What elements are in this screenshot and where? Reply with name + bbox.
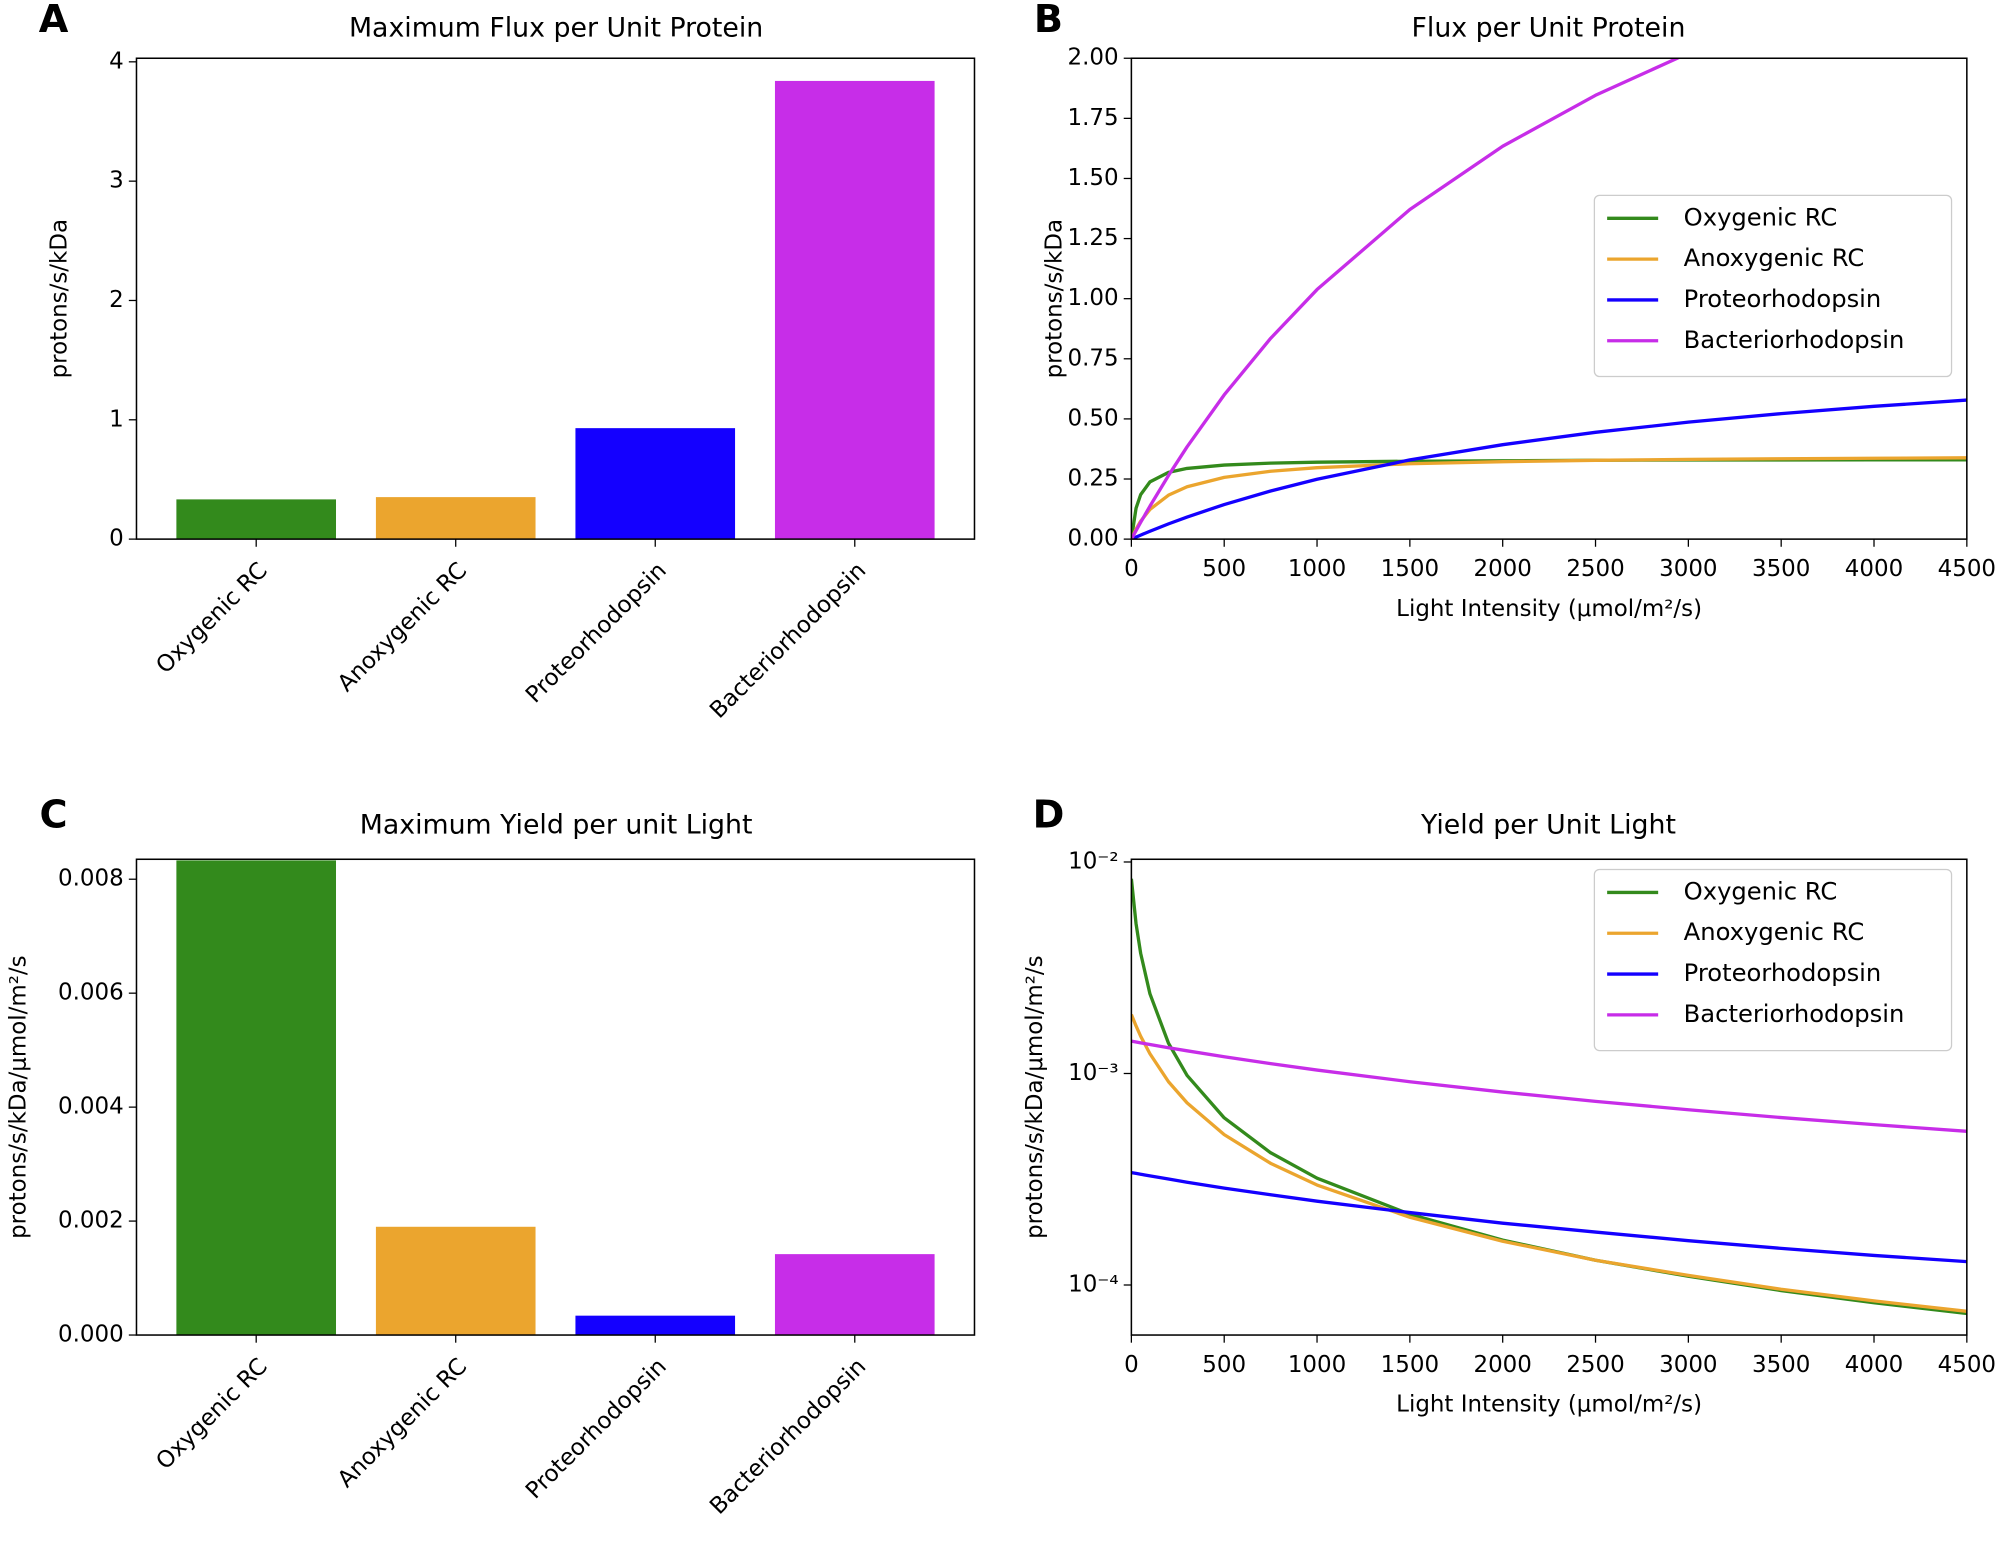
panel-label: C: [40, 793, 68, 838]
y-tick-label: 1: [109, 406, 124, 432]
legend-box: [1593, 194, 1953, 378]
bar: [176, 499, 337, 540]
x-tick-label: 1000: [1288, 556, 1346, 582]
x-tick-label: Oxygenic RC: [151, 1354, 272, 1475]
axes-frame: [135, 858, 976, 1336]
y-tick-label: 1.25: [1068, 225, 1119, 251]
y-tick-label: 2: [109, 287, 124, 313]
legend-label: Oxygenic RC: [1684, 877, 1838, 905]
chart-title: Maximum Yield per unit Light: [360, 810, 753, 841]
axes-frame: [1130, 57, 1968, 540]
line-series: [1131, 1039, 1967, 1133]
legend-label: Oxygenic RC: [1684, 203, 1838, 231]
line-series: [1131, 456, 1967, 540]
y-tick-label: 0.006: [58, 980, 124, 1006]
panel-label: A: [39, 0, 69, 42]
x-tick-label: 4000: [1845, 556, 1903, 582]
chart-title: Yield per Unit Light: [1420, 810, 1676, 841]
axes-frame: [1130, 858, 1968, 1336]
y-tick-label: 0.75: [1068, 345, 1119, 371]
line-series: [1131, 1013, 1967, 1313]
x-tick-label: 3000: [1659, 1352, 1717, 1378]
panel-label: D: [1033, 793, 1065, 838]
bar: [575, 1315, 736, 1336]
y-tick-label: 0.004: [58, 1094, 124, 1120]
y-tick-label: 0.50: [1068, 405, 1119, 431]
x-tick-label: 4000: [1845, 1352, 1903, 1378]
bar: [375, 1226, 536, 1336]
x-tick-label: 3500: [1752, 556, 1810, 582]
x-tick-label: 2500: [1566, 556, 1624, 582]
x-tick-label: 500: [1202, 1352, 1246, 1378]
legend-label: Proteorhodopsin: [1684, 959, 1882, 987]
y-tick-label: 0: [109, 526, 124, 552]
line-series: [1131, 58, 1682, 540]
legend-label: Proteorhodopsin: [1684, 285, 1882, 313]
x-tick-label: 1500: [1381, 556, 1439, 582]
x-tick-label: Oxygenic RC: [151, 558, 272, 679]
plot-area: [1131, 58, 1967, 540]
chart-title: Flux per Unit Protein: [1412, 12, 1686, 43]
x-tick-label: 0: [1124, 556, 1139, 582]
y-tick-label: 10⁻²: [1068, 848, 1118, 874]
legend-label: Anoxygenic RC: [1684, 244, 1865, 272]
y-axis-label: protons/s/kDa: [1041, 219, 1067, 378]
x-tick-label: Bacteriorhodopsin: [705, 1354, 871, 1520]
plot-area: [176, 860, 935, 1336]
x-tick-label: Bacteriorhodopsin: [705, 558, 871, 724]
legend-label: Bacteriorhodopsin: [1684, 326, 1905, 354]
bar: [575, 428, 736, 540]
bar: [774, 1254, 935, 1336]
x-tick-label: Proteorhodopsin: [521, 558, 672, 709]
x-tick-label: 2000: [1474, 1352, 1532, 1378]
y-tick-label: 1.50: [1068, 165, 1119, 191]
y-tick-label: 3: [109, 168, 124, 194]
panel-label: B: [1034, 0, 1063, 42]
x-tick-label: 500: [1202, 556, 1246, 582]
y-axis-label: protons/s/kDa/μmol/m²/s: [1022, 955, 1048, 1238]
plot-area: [1131, 878, 1967, 1316]
x-tick-label: Anoxygenic RC: [333, 558, 472, 697]
y-tick-label: 10⁻⁴: [1068, 1271, 1118, 1297]
x-tick-label: 4500: [1938, 556, 1996, 582]
legend-box: [1593, 868, 1953, 1052]
x-tick-label: 2000: [1474, 556, 1532, 582]
x-tick-label: 0: [1124, 1352, 1139, 1378]
y-tick-label: 0.002: [58, 1208, 124, 1234]
legend-label: Anoxygenic RC: [1684, 918, 1865, 946]
plot-area: [176, 80, 935, 540]
x-axis-label: Light Intensity (μmol/m²/s): [1396, 596, 1702, 622]
bar: [176, 860, 337, 1336]
y-tick-label: 0.000: [58, 1322, 124, 1348]
y-tick-label: 0.25: [1068, 466, 1119, 492]
x-tick-label: 3500: [1752, 1352, 1810, 1378]
y-axis-label: protons/s/kDa/μmol/m²/s: [6, 955, 32, 1238]
bar: [375, 497, 536, 540]
y-tick-label: 2.00: [1068, 45, 1119, 71]
axes-frame: [135, 57, 976, 540]
legend-label: Bacteriorhodopsin: [1684, 1000, 1905, 1028]
line-series: [1131, 1170, 1967, 1264]
x-tick-label: 3000: [1659, 556, 1717, 582]
y-tick-label: 1.75: [1068, 105, 1119, 131]
y-tick-label: 1.00: [1068, 285, 1119, 311]
x-tick-label: 1000: [1288, 1352, 1346, 1378]
bar: [774, 80, 935, 540]
y-tick-label: 10⁻³: [1068, 1060, 1118, 1086]
y-axis-label: protons/s/kDa: [46, 219, 72, 378]
y-tick-label: 4: [109, 48, 124, 74]
x-tick-label: Proteorhodopsin: [521, 1354, 672, 1505]
x-tick-label: Anoxygenic RC: [333, 1354, 472, 1493]
x-tick-label: 1500: [1381, 1352, 1439, 1378]
x-tick-label: 2500: [1566, 1352, 1624, 1378]
y-tick-label: 0.008: [58, 866, 124, 892]
line-series: [1131, 398, 1967, 540]
y-tick-label: 0.00: [1068, 526, 1119, 552]
x-tick-label: 4500: [1938, 1352, 1996, 1378]
chart-title: Maximum Flux per Unit Protein: [349, 12, 763, 43]
x-axis-label: Light Intensity (μmol/m²/s): [1396, 1392, 1702, 1418]
